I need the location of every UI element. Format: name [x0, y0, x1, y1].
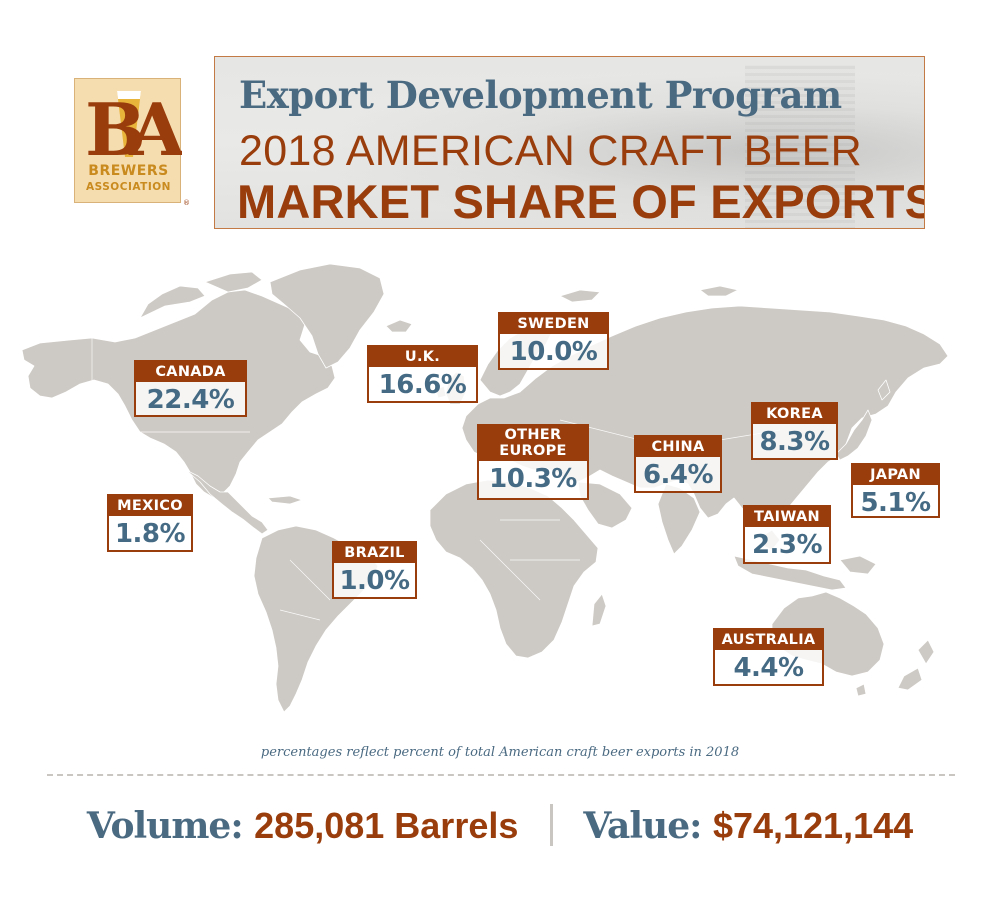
new-zealand-shape: [917, 639, 935, 665]
market-share-value: 16.6%: [378, 370, 467, 400]
market-label-uk: U.K. 16.6%: [367, 345, 478, 403]
market-label-mexico: MEXICO 1.8%: [107, 494, 193, 552]
market-name: CHINA: [636, 437, 720, 457]
market-name: JAPAN: [853, 465, 938, 485]
central-america-shape: [185, 469, 269, 535]
market-name-line2: EUROPE: [499, 443, 567, 459]
program-title: Export Development Program: [239, 73, 842, 117]
india-shape: [657, 483, 701, 555]
market-label-taiwan: TAIWAN 2.3%: [743, 505, 831, 564]
market-share-value: 22.4%: [146, 385, 235, 415]
market-share-value: 1.8%: [114, 519, 186, 549]
market-share-value: 5.1%: [860, 488, 931, 518]
market-name: U.K.: [369, 347, 476, 367]
market-label-japan: JAPAN 5.1%: [851, 463, 940, 518]
totals-separator: [550, 804, 554, 846]
volume-label: Volume:: [86, 805, 255, 847]
ba-monogram-icon: B A: [85, 87, 182, 161]
market-share-value: 8.3%: [759, 427, 830, 457]
indonesia-shape: [733, 555, 847, 591]
market-share-value: 6.4%: [642, 460, 714, 490]
market-name: MEXICO: [109, 496, 191, 516]
svg-text:A: A: [128, 87, 182, 161]
volume-value: 285,081 Barrels: [254, 805, 519, 846]
report-subtitle: 2018 AMERICAN CRAFT BEER: [239, 127, 862, 175]
market-label-korea: KOREA 8.3%: [751, 402, 838, 460]
market-share-value: 10.0%: [509, 337, 598, 367]
greenland-shape: [269, 263, 385, 369]
brewers-association-logo: B A BREWERS ASSOCIATION: [74, 78, 182, 203]
value-amount: $74,121,144: [712, 805, 914, 846]
cargo-ship-background-image: [745, 65, 855, 228]
market-name: OTHER EUROPE: [479, 426, 587, 461]
market-label-brazil: BRAZIL 1.0%: [332, 541, 417, 599]
market-share-value: 1.0%: [339, 566, 410, 596]
svg-text:B: B: [85, 87, 146, 161]
africa-shape: [429, 479, 599, 659]
report-title: MARKET SHARE OF EXPORTS: [237, 175, 925, 228]
title-banner: Export Development Program 2018 AMERICAN…: [214, 56, 925, 229]
market-share-value: 2.3%: [751, 530, 823, 560]
registered-mark: ®: [183, 199, 190, 207]
market-label-china: CHINA 6.4%: [634, 435, 722, 493]
value-label: Value:: [583, 805, 713, 847]
market-share-value: 10.3%: [489, 464, 577, 494]
market-name: AUSTRALIA: [715, 630, 822, 650]
market-label-australia: AUSTRALIA 4.4%: [713, 628, 824, 686]
japan-shape: [835, 409, 873, 461]
market-share-value: 4.4%: [733, 653, 804, 683]
export-totals: Volume: 285,081 Barrels Value: $74,121,1…: [0, 803, 1000, 849]
market-name: SWEDEN: [500, 314, 607, 334]
market-name: BRAZIL: [334, 543, 415, 563]
market-name: KOREA: [753, 404, 836, 424]
market-name: TAIWAN: [745, 507, 829, 527]
footnote: percentages reflect percent of total Ame…: [260, 745, 740, 760]
market-label-other-europe: OTHER EUROPE 10.3%: [477, 424, 589, 500]
market-name-line1: OTHER: [504, 427, 562, 443]
market-label-canada: CANADA 22.4%: [134, 360, 247, 417]
market-label-sweden: SWEDEN 10.0%: [498, 312, 609, 370]
market-name: CANADA: [136, 362, 245, 382]
logo-text-association: ASSOCIATION: [86, 181, 171, 193]
logo-text-brewers: BREWERS: [88, 163, 169, 179]
dashed-divider: [47, 774, 955, 776]
